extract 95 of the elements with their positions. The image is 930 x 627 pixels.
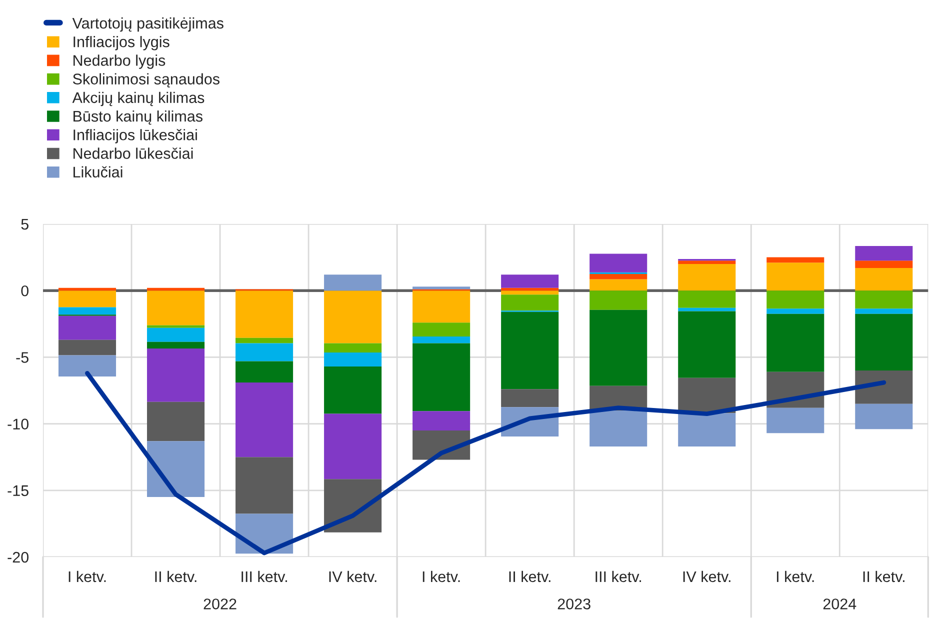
bar <box>236 338 294 344</box>
bar <box>590 310 648 386</box>
legend-label: Nedarbo lūkesčiai <box>74 148 193 159</box>
bar <box>590 254 648 272</box>
bar <box>855 314 913 371</box>
bar <box>147 348 205 402</box>
bar <box>766 290 824 309</box>
bar <box>590 290 648 310</box>
legend-label: Likučiai <box>74 166 122 178</box>
x-tick-label: III ketv. <box>242 570 287 582</box>
bar <box>412 343 470 412</box>
bar <box>501 290 559 295</box>
bar <box>324 274 382 291</box>
line-series <box>85 370 886 556</box>
bar <box>678 308 736 312</box>
x-tick-label: II ketv. <box>509 570 550 582</box>
bar <box>766 257 824 263</box>
bar <box>412 322 470 337</box>
bar <box>678 378 736 414</box>
bar <box>855 404 913 430</box>
y-tick-label: -10 <box>8 418 29 430</box>
legend-label: Infliacijos lūkesčiai <box>74 129 197 144</box>
y-tick-label: -5 <box>16 352 28 363</box>
bar <box>412 336 470 344</box>
bar <box>236 382 294 458</box>
bar <box>58 316 116 340</box>
bar <box>58 307 116 315</box>
bar <box>766 314 824 372</box>
bar <box>58 288 116 291</box>
x-tick-label: I ketv. <box>776 570 814 582</box>
bar <box>678 413 736 446</box>
bar <box>412 286 470 290</box>
bar <box>855 370 913 404</box>
legend-label: Būsto kainų kilimas <box>74 110 202 125</box>
bar <box>58 355 116 377</box>
bar <box>324 366 382 414</box>
bar <box>678 264 736 291</box>
y-tick-label: -20 <box>8 552 29 563</box>
bar <box>147 325 205 328</box>
bar <box>590 279 648 291</box>
bar <box>678 260 736 264</box>
legend-label: Akcijų kainų kilimas <box>72 92 204 106</box>
bar <box>678 290 736 308</box>
bar <box>412 290 470 323</box>
bar <box>147 342 205 349</box>
y-tick-label: -15 <box>8 485 28 496</box>
legend-label: Vartotojų pasitikėjimas <box>72 17 224 32</box>
bar <box>236 361 294 383</box>
bar <box>147 402 205 442</box>
bar <box>766 408 824 434</box>
y-tick-label: 5 <box>21 219 28 230</box>
bar <box>324 479 382 532</box>
x-tick-label: I ketv. <box>422 570 460 582</box>
bar <box>501 312 559 390</box>
bar <box>501 294 559 311</box>
x-tick-label: III ketv. <box>596 570 642 582</box>
bar <box>236 457 294 514</box>
legend-label: Nedarbo lygis <box>74 54 166 69</box>
bar <box>855 246 913 261</box>
legend-label: Infliacijos lygis <box>74 36 170 50</box>
bar <box>236 343 294 362</box>
text: 2022 <box>204 598 236 610</box>
x-tick-label: IV ketv. <box>683 570 730 582</box>
bar <box>501 288 559 291</box>
y-tick-label: 0 <box>21 285 29 296</box>
bar <box>855 268 913 291</box>
bar <box>766 262 824 291</box>
bar <box>236 290 294 338</box>
x-tick-label: IV ketv. <box>329 570 376 582</box>
text: 2023 <box>558 598 590 610</box>
bar <box>855 290 913 309</box>
bar <box>147 328 205 342</box>
bar <box>412 411 470 430</box>
bar <box>501 389 559 408</box>
bar <box>147 290 205 326</box>
x-tick-label: I ketv. <box>68 570 106 582</box>
legend-label: Skolinimosi sąnaudos <box>72 73 220 88</box>
text: 2024 <box>823 598 856 610</box>
bar <box>501 274 559 288</box>
bar <box>147 288 205 291</box>
x-tick-label: II ketv. <box>155 570 196 582</box>
bar <box>324 352 382 367</box>
bar <box>324 414 382 480</box>
x-tick-label: II ketv. <box>863 570 904 582</box>
bar <box>324 290 382 344</box>
bar <box>590 410 648 446</box>
bar <box>855 260 913 268</box>
bar <box>766 308 824 314</box>
bar <box>147 441 205 498</box>
bar <box>324 343 382 353</box>
bar <box>590 274 648 280</box>
bar <box>58 340 116 356</box>
bar <box>58 290 116 308</box>
bar <box>678 311 736 378</box>
bar <box>855 308 913 314</box>
